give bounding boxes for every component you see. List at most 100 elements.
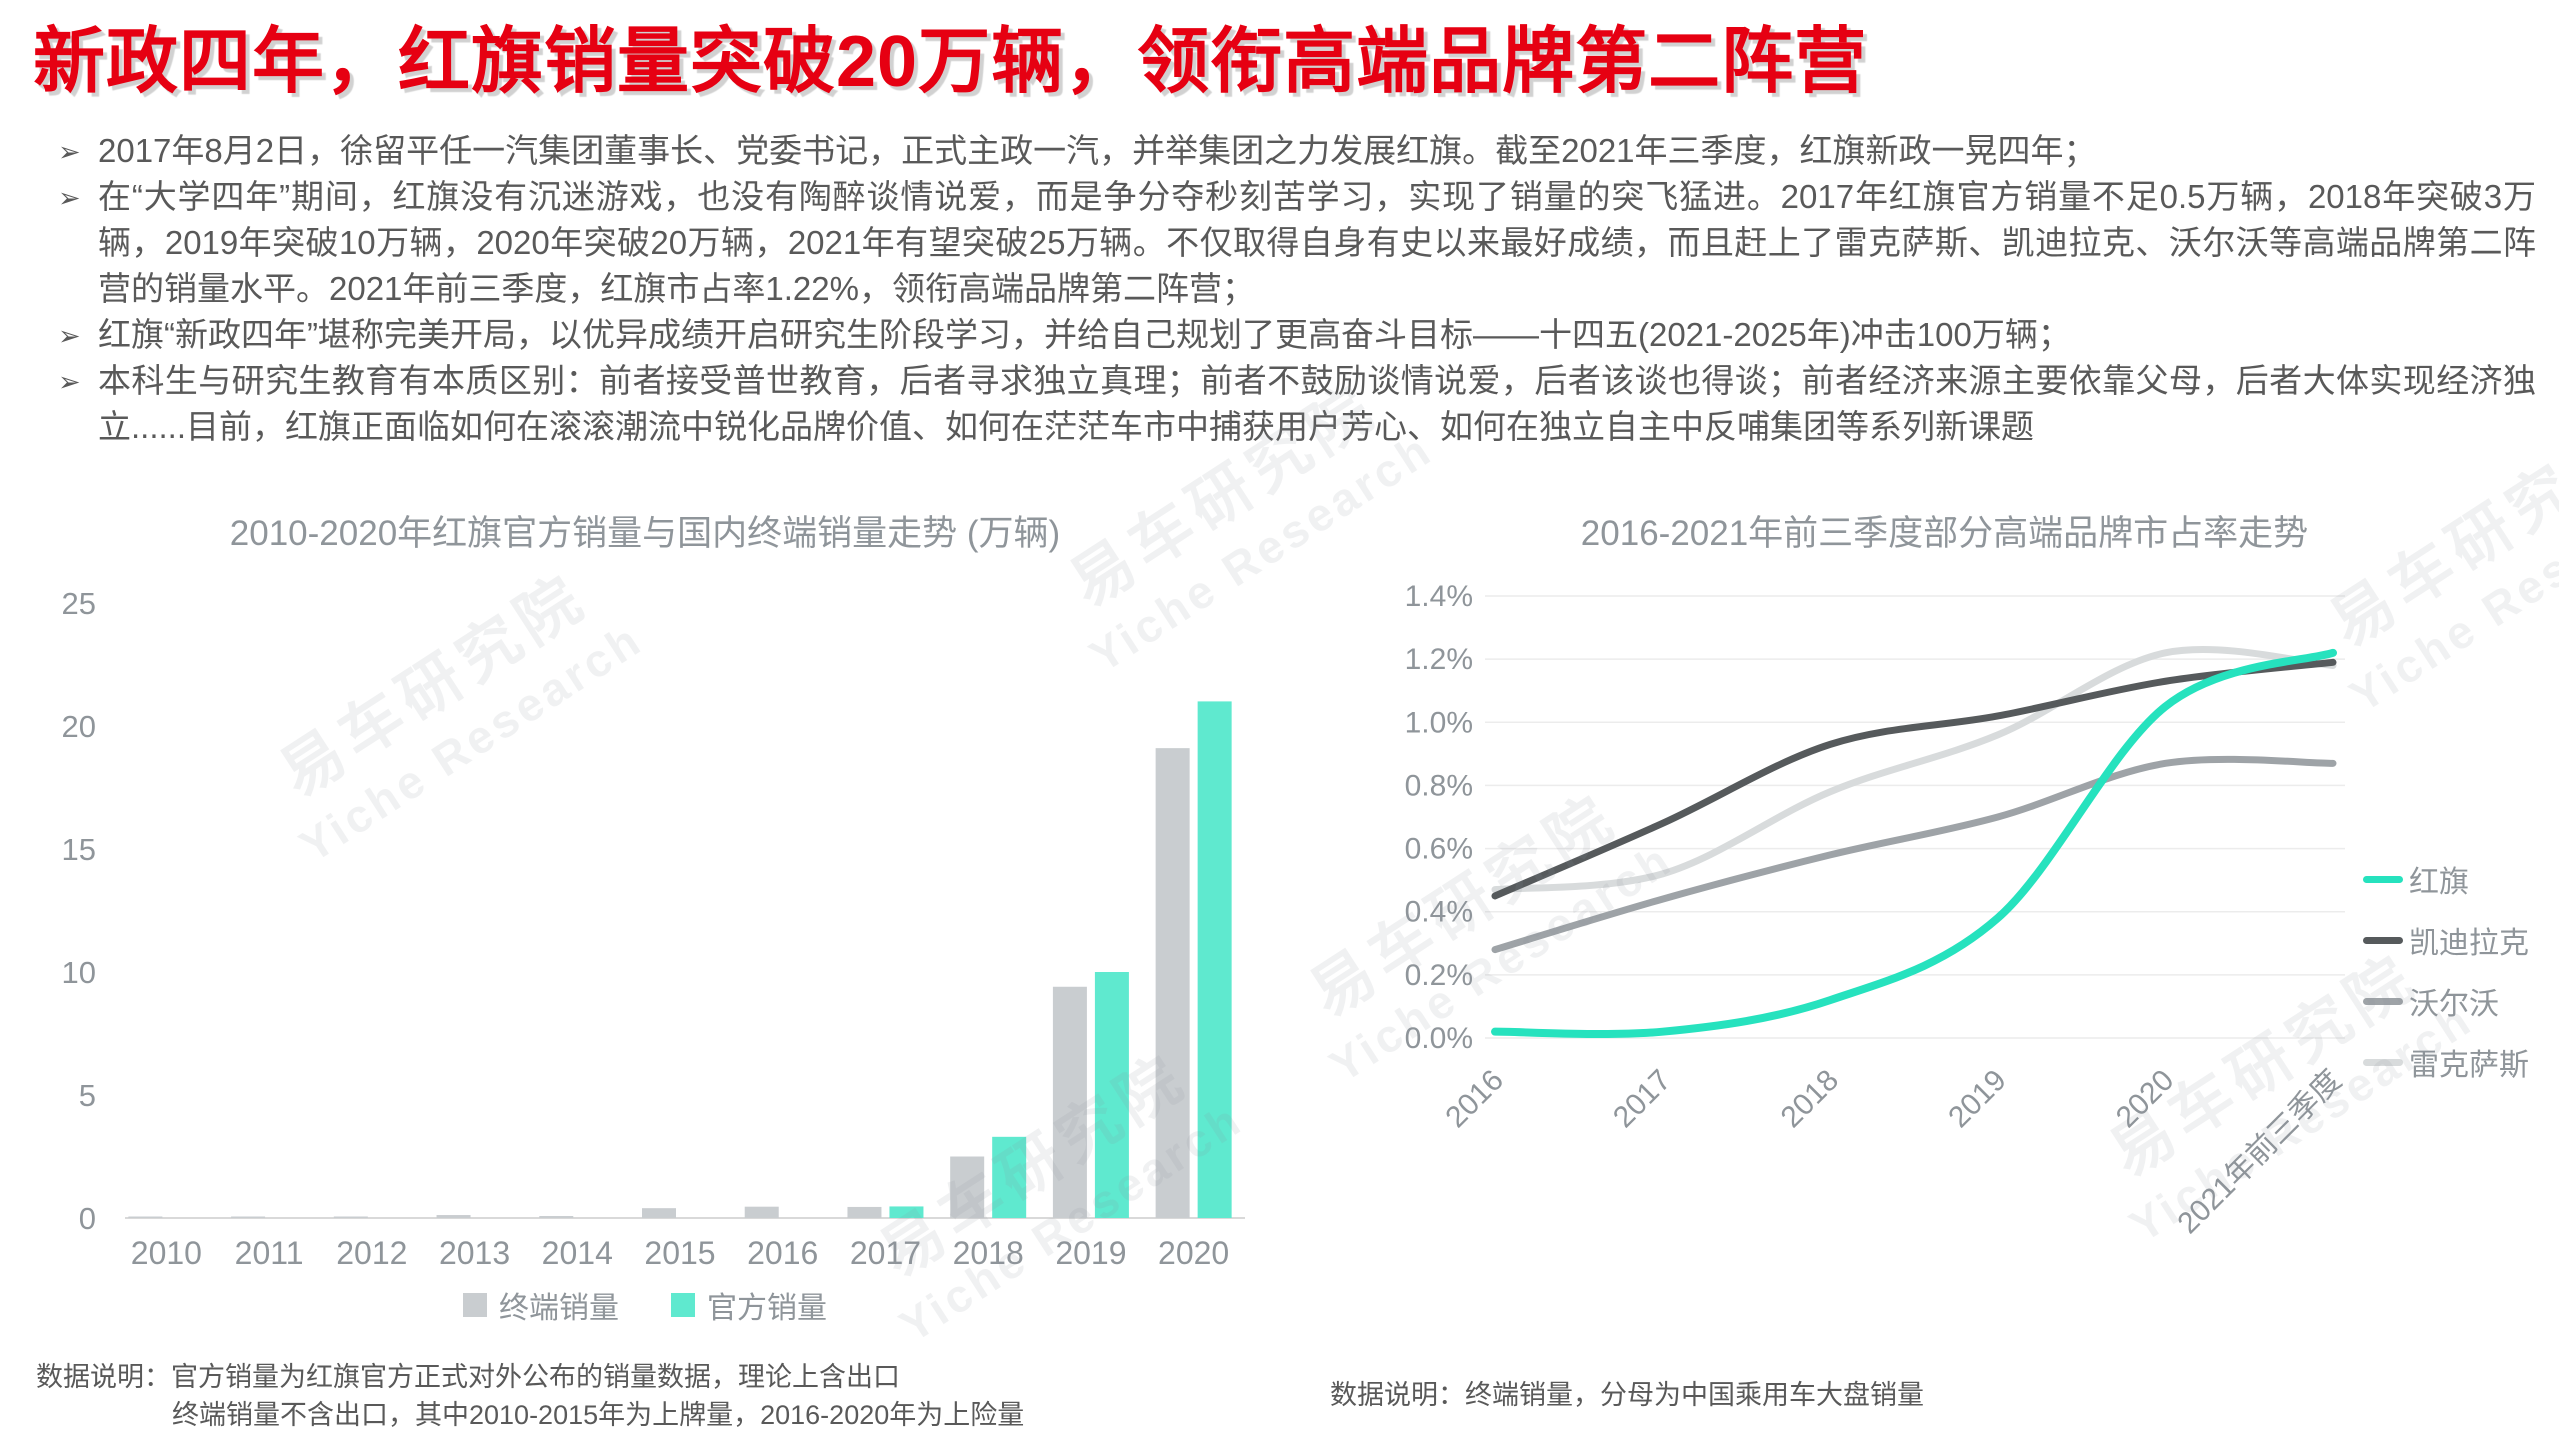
line-chart: 2016-2021年前三季度部分高端品牌市占率走势 0.0% 0.2% 0.4% 0.… — [1330, 505, 2559, 1345]
svg-text:0.4%: 0.4% — [1405, 896, 1473, 929]
bar-official — [992, 1136, 1027, 1218]
arrow-bullet-icon: ➢ — [58, 137, 81, 167]
bar-terminal — [539, 1216, 574, 1218]
svg-text:1.2%: 1.2% — [1405, 643, 1473, 676]
line-chart-legend: 红旗凯迪拉克沃尔沃雷克萨斯 — [2363, 857, 2529, 1084]
svg-text:2016: 2016 — [747, 1235, 818, 1271]
svg-text:0.6%: 0.6% — [1405, 833, 1473, 866]
bar-terminal — [333, 1216, 368, 1218]
bullet-text: 本科生与研究生教育有本质区别：前者接受普世教育，后者寻求独立真理；前者不鼓励谈情… — [98, 362, 2536, 445]
svg-text:2018: 2018 — [953, 1235, 1024, 1271]
legend-item-official: 官方销量 — [671, 1283, 827, 1327]
bar-terminal — [1052, 986, 1087, 1218]
line-chart-plot: 0.0% 0.2% 0.4% 0.6% 0.8% 1.0% 1.2% 1.4% 2016 2017… — [1405, 580, 2348, 1241]
svg-text:2016: 2016 — [1439, 1064, 1510, 1135]
bar-terminal — [744, 1206, 779, 1218]
svg-text:2015: 2015 — [644, 1235, 715, 1271]
svg-text:2013: 2013 — [439, 1235, 510, 1271]
svg-text:0.2%: 0.2% — [1405, 959, 1473, 992]
svg-text:20: 20 — [62, 709, 96, 744]
svg-text:2020: 2020 — [1158, 1235, 1229, 1271]
data-note-left: 数据说明：官方销量为红旗官方正式对外公布的销量数据，理论上含出口 终端销量不含出… — [36, 1358, 1024, 1434]
bar-terminal — [436, 1215, 471, 1218]
legend-swatch-lexus — [2363, 1058, 2403, 1066]
legend-swatch-hongqi — [2363, 875, 2403, 883]
legend-swatch-volvo — [2363, 997, 2403, 1005]
line-series-cadillac — [1491, 658, 2337, 900]
bar-y-axis: 0 5 10 15 20 25 — [62, 586, 96, 1236]
line-chart-title: 2016-2021年前三季度部分高端品牌市占率走势 — [1580, 514, 2309, 553]
svg-text:2018: 2018 — [1775, 1064, 1846, 1135]
bar-official — [1094, 972, 1129, 1218]
line-series-lexus — [1491, 645, 2337, 894]
legend-item-terminal: 终端销量 — [463, 1283, 619, 1327]
svg-text:2010: 2010 — [131, 1235, 202, 1271]
line-series-hongqi — [1491, 648, 2337, 1039]
bullet-text: 2017年8月2日，徐留平任一汽集团董事长、党委书记，正式主政一汽，并举集团之力… — [98, 132, 2097, 169]
bar-terminal — [847, 1206, 882, 1218]
legend-item-cadillac: 凯迪拉克 — [2363, 918, 2529, 962]
bullet-item: ➢ 2017年8月2日，徐留平任一汽集团董事长、党委书记，正式主政一汽，并举集团… — [58, 128, 2536, 174]
bar-series-official — [889, 701, 1232, 1218]
svg-text:5: 5 — [79, 1078, 96, 1113]
legend-swatch-official — [671, 1293, 695, 1317]
bullet-item: ➢ 在“大学四年”期间，红旗没有沉迷游戏，也没有陶醉谈情说爱，而是争分夺秒刻苦学… — [58, 174, 2536, 312]
bullet-item: ➢ 红旗“新政四年”堪称完美开局，以优异成绩开启研究生阶段学习，并给自己规划了更… — [58, 312, 2536, 358]
svg-text:0.0%: 0.0% — [1405, 1022, 1473, 1055]
svg-text:2019: 2019 — [1942, 1064, 2013, 1135]
bar-chart-legend: 终端销量 官方销量 — [30, 1283, 1260, 1327]
svg-text:1.4%: 1.4% — [1405, 580, 1473, 613]
line-series-volvo — [1491, 755, 2337, 954]
bar-terminal — [1155, 748, 1190, 1218]
svg-text:2011: 2011 — [235, 1235, 304, 1271]
arrow-bullet-icon: ➢ — [58, 321, 81, 351]
legend-label-lexus: 雷克萨斯 — [2409, 1049, 2529, 1082]
svg-text:10: 10 — [62, 955, 96, 990]
bar-chart-title: 2010-2020年红旗官方销量与国内终端销量走势 (万辆) — [229, 514, 1061, 553]
data-note-right: 数据说明：终端销量，分母为中国乘用车大盘销量 — [1330, 1380, 1924, 1410]
data-note-left-line2: 终端销量不含出口，其中2010-2015年为上牌量，2016-2020年为上险量 — [172, 1400, 1025, 1430]
svg-text:2017: 2017 — [850, 1235, 921, 1271]
arrow-bullet-icon: ➢ — [58, 183, 81, 213]
bullet-item: ➢ 本科生与研究生教育有本质区别：前者接受普世教育，后者寻求独立真理；前者不鼓励… — [58, 358, 2536, 450]
svg-text:2021年前三季度: 2021年前三季度 — [2171, 1064, 2348, 1241]
bar-series-terminal — [128, 748, 1190, 1218]
svg-text:1.0%: 1.0% — [1405, 706, 1473, 739]
svg-text:0.8%: 0.8% — [1405, 769, 1473, 802]
legend-label-volvo: 沃尔沃 — [2409, 988, 2499, 1021]
bar-x-labels: 2010 2011 2012 2013 2014 2015 2016 2017 2018 2019… — [131, 1235, 1229, 1271]
legend-swatch-terminal — [463, 1293, 487, 1317]
svg-text:2020: 2020 — [2110, 1064, 2181, 1135]
svg-text:0: 0 — [79, 1201, 96, 1236]
data-note-left-line1: 数据说明：官方销量为红旗官方正式对外公布的销量数据，理论上含出口 — [36, 1362, 900, 1392]
legend-swatch-cadillac — [2363, 936, 2403, 944]
page-title: 新政四年，红旗销量突破20万辆，领衔高端品牌第二阵营 — [33, 22, 1868, 102]
legend-label-terminal: 终端销量 — [499, 1292, 619, 1325]
legend-item-lexus: 雷克萨斯 — [2363, 1040, 2529, 1084]
bar-official — [889, 1206, 924, 1218]
bar-terminal — [128, 1216, 163, 1218]
bullet-list: ➢ 2017年8月2日，徐留平任一汽集团董事长、党委书记，正式主政一汽，并举集团… — [58, 128, 2536, 450]
bar-chart: 2010-2020年红旗官方销量与国内终端销量走势 (万辆) 0 5 10 15 20 2… — [30, 505, 1260, 1345]
svg-text:25: 25 — [62, 586, 96, 621]
svg-text:15: 15 — [62, 832, 96, 867]
bullet-text: 红旗“新政四年”堪称完美开局，以优异成绩开启研究生阶段学习，并给自己规划了更高奋… — [98, 316, 2071, 353]
legend-item-hongqi: 红旗 — [2363, 857, 2529, 901]
svg-text:2012: 2012 — [336, 1235, 407, 1271]
line-y-axis: 0.0% 0.2% 0.4% 0.6% 0.8% 1.0% 1.2% 1.4% — [1405, 580, 1473, 1055]
legend-label-hongqi: 红旗 — [2409, 866, 2469, 899]
legend-label-official: 官方销量 — [707, 1292, 827, 1325]
arrow-bullet-icon: ➢ — [58, 367, 81, 397]
bullet-text: 在“大学四年”期间，红旗没有沉迷游戏，也没有陶醉谈情说爱，而是争分夺秒刻苦学习，… — [98, 178, 2536, 307]
svg-text:2014: 2014 — [542, 1235, 613, 1271]
svg-text:2017: 2017 — [1607, 1064, 1678, 1135]
bar-terminal — [642, 1208, 676, 1218]
legend-label-cadillac: 凯迪拉克 — [2409, 927, 2529, 960]
bar-official — [1197, 701, 1232, 1218]
bar-terminal — [950, 1156, 985, 1218]
svg-text:2019: 2019 — [1055, 1235, 1126, 1271]
legend-item-volvo: 沃尔沃 — [2363, 979, 2529, 1023]
